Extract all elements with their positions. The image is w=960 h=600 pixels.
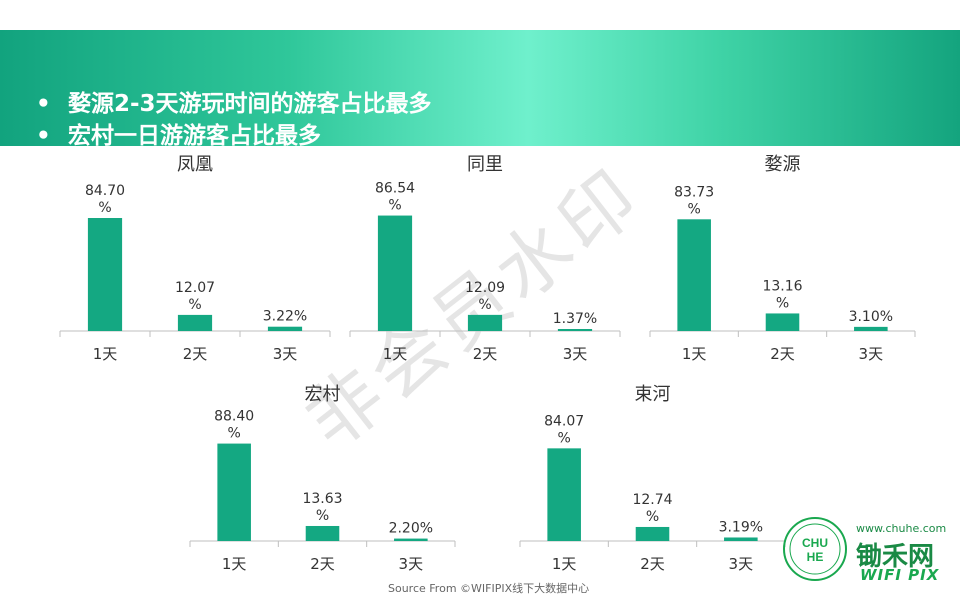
data-label: 84.70 [85,183,125,199]
bar [305,525,340,541]
data-label: 2.20% [389,521,433,537]
bar-plot: 86.54% 1天 12.09% 2天 1.37% 3天 [349,181,621,363]
header-banner: • 婺源2-3天游玩时间的游客占比最多 • 宏村一日游游客占比最多 [0,30,960,149]
bar [677,219,711,331]
bullet-dot: • [36,123,51,149]
x-tick-label: 1天 [552,555,577,573]
data-label: 13.16 [762,278,802,294]
data-label: 1.37% [553,311,597,327]
chart-title: 凤凰 [177,154,213,175]
chart-tongli: 同里 86.54% 1天 12.09% 2天 1.37% 3天 [349,150,621,375]
brand-url: www.chuhe.com [856,522,947,535]
data-label: % [776,295,789,311]
data-label: 12.74 [632,492,672,508]
data-label: 88.40 [214,409,254,425]
bullet-dot: • [36,91,51,117]
finding-2: • 宏村一日游游客占比最多 [36,120,432,152]
brand-name: 锄禾网 [856,542,935,572]
bar-plot: 83.73% 1天 13.16% 2天 3.10% 3天 [649,184,916,363]
chart-wuyuan: 婺源 83.73% 1天 13.16% 2天 3.10% 3天 [649,150,916,375]
chart-title: 宏村 [304,384,341,405]
bar [854,326,888,331]
bar [557,329,593,331]
bar [87,218,123,331]
chart-title: 束河 [634,384,671,405]
data-label: 83.73 [674,184,714,200]
x-tick-label: 1天 [222,555,247,573]
x-tick-label: 1天 [383,345,408,363]
data-label: % [228,426,241,442]
finding-1-text: 婺源2-3天游玩时间的游客占比最多 [68,91,432,117]
data-label: 3.19% [719,519,763,535]
finding-2-text: 宏村一日游游客占比最多 [68,123,321,149]
data-label: % [688,201,701,217]
bar [547,448,581,541]
svg-text:CHU: CHU [802,536,828,550]
finding-1: • 婺源2-3天游玩时间的游客占比最多 [36,88,432,120]
chart-title: 婺源 [764,154,801,175]
key-findings: • 婺源2-3天游玩时间的游客占比最多 • 宏村一日游游客占比最多 [36,88,432,152]
chart-hongcun: 宏村 88.40% 1天 13.63% 2天 2.20% 3天 [189,380,456,585]
x-tick-label: 3天 [729,555,754,573]
data-label: % [316,508,329,524]
bar [267,326,303,331]
bar [765,313,800,331]
x-tick-label: 2天 [310,555,335,573]
data-label: % [558,430,571,446]
data-label: 84.07 [544,413,584,429]
data-label: % [388,198,401,214]
x-tick-label: 1天 [93,345,118,363]
data-label: % [98,200,111,216]
data-label: % [478,297,491,313]
x-tick-label: 3天 [563,345,588,363]
bar-plot: 84.70% 1天 12.07% 2天 3.22% 3天 [59,183,331,363]
x-tick-label: 2天 [770,345,795,363]
chart-shuhe: 束河 84.07% 1天 12.74% 2天 3.19% 3天 [519,380,786,585]
svg-text:HE: HE [807,550,824,564]
source-note: Source From ©WIFIPIX线下大数据中心 [388,582,590,595]
bar [377,215,413,331]
bar [394,538,428,541]
x-tick-label: 2天 [183,345,208,363]
x-tick-label: 3天 [399,555,424,573]
x-tick-label: 2天 [640,555,665,573]
chart-title: 同里 [467,154,503,175]
data-label: 13.63 [302,491,342,507]
brand-sub: WIFI PIX [860,566,940,584]
data-label: 12.09 [465,280,505,296]
data-label: % [188,297,201,313]
x-tick-label: 2天 [473,345,498,363]
chuhe-logo-icon: CHU HE [783,517,847,581]
chart-fenghuang: 凤凰 84.70% 1天 12.07% 2天 3.22% 3天 [59,150,331,375]
bar-plot: 84.07% 1天 12.74% 2天 3.19% 3天 [519,413,786,573]
bar [724,537,758,541]
bar [177,314,213,331]
data-label: 3.22% [263,309,307,325]
x-tick-label: 3天 [859,345,884,363]
bar [635,526,670,541]
x-tick-label: 1天 [682,345,707,363]
bar [467,314,503,331]
bar [217,443,251,541]
data-label: 86.54 [375,181,415,197]
data-label: % [646,509,659,525]
data-label: 12.07 [175,280,215,296]
bar-plot: 88.40% 1天 13.63% 2天 2.20% 3天 [189,409,456,573]
data-label: 3.10% [849,309,893,325]
x-tick-label: 3天 [273,345,298,363]
